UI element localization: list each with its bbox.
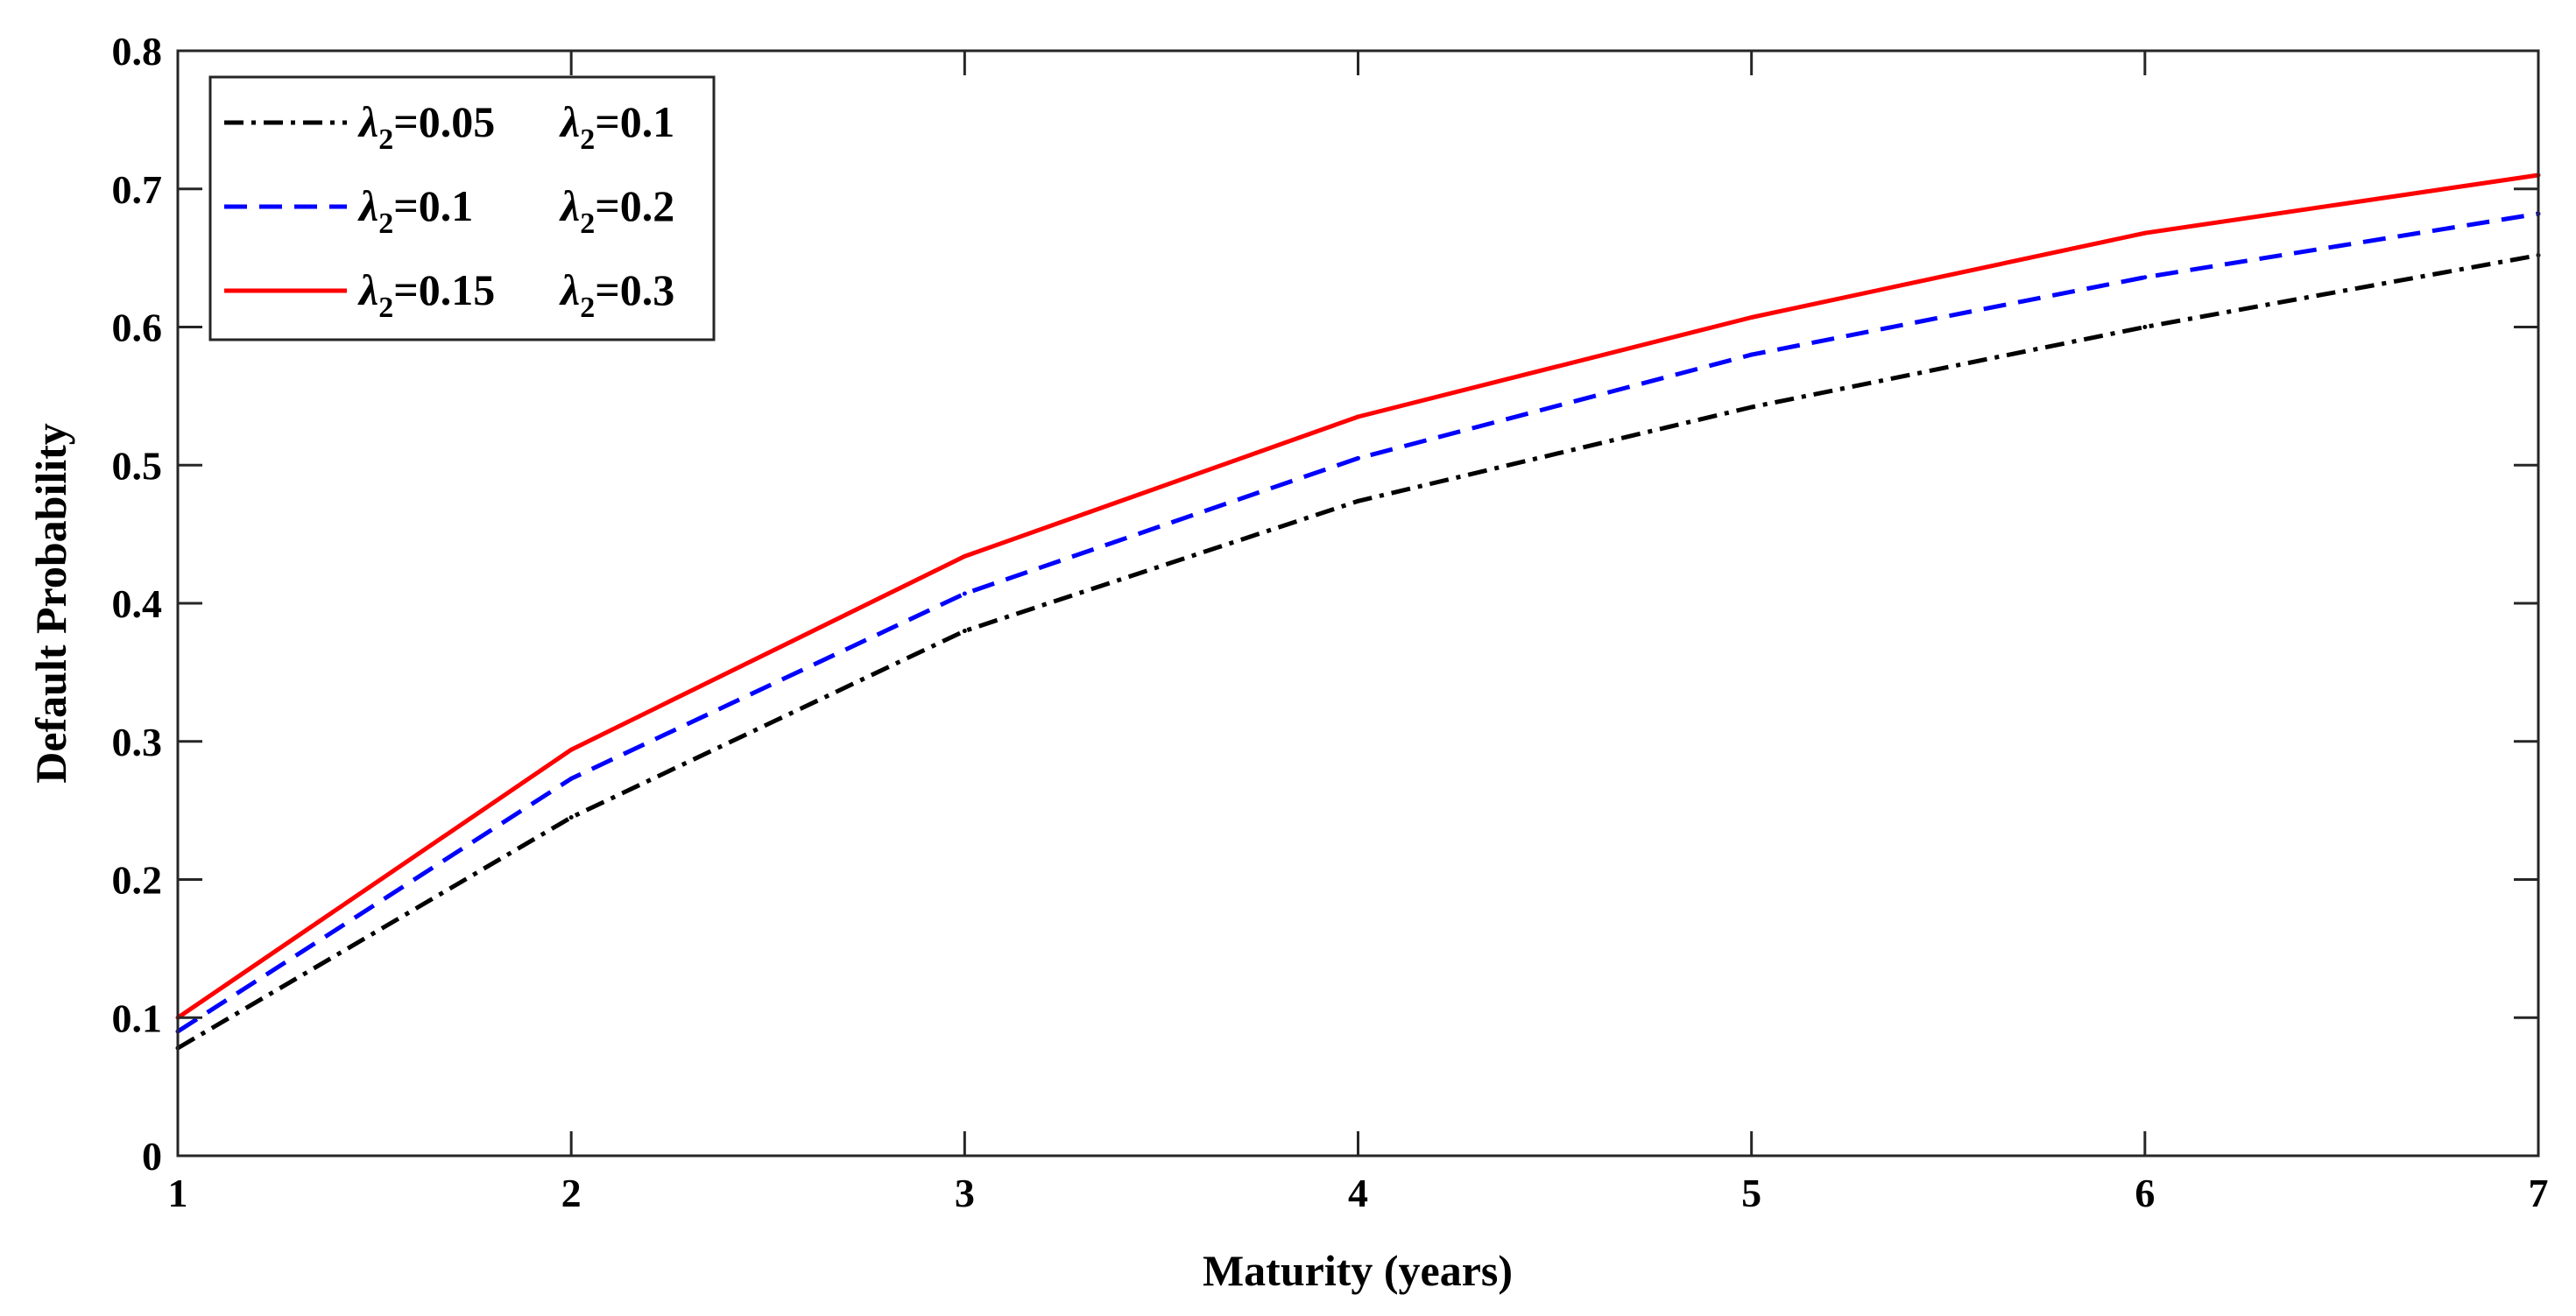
x-tick-label: 7	[2529, 1171, 2549, 1215]
y-tick-label: 0.7	[112, 167, 163, 212]
series-1-point	[1749, 405, 1754, 410]
ticks-layer: 1 2 3 4 5 6 7 0 0.1 0.2 0.3 0.4 0.5 0.6 0.7 0.8	[112, 29, 2549, 1215]
y-tick-label: 0.1	[112, 996, 163, 1040]
y-tick-label: 0.5	[112, 443, 163, 488]
legend: λ2=0.05 λ2=0.1 λ2=0.1 λ2=0.2 λ2=0.15 λ2=0.3	[208, 75, 716, 341]
x-axis-title: Maturity (years)	[1203, 1246, 1513, 1295]
y-tick-label: 0.6	[112, 306, 163, 350]
y-tick-label: 0.8	[112, 29, 163, 74]
series-2-point	[1749, 352, 1754, 357]
series-2-point	[568, 776, 574, 781]
legend-entry-3: λ2=0.15 λ2=0.3	[357, 265, 674, 324]
legend-entry-2: λ2=0.1 λ2=0.2	[357, 181, 674, 240]
series-2-point	[962, 591, 967, 596]
x-tick-label: 3	[955, 1171, 975, 1215]
legend-entry-1: λ2=0.05 λ2=0.1	[357, 97, 674, 156]
series-1-point	[1356, 498, 1360, 503]
series-3-point	[568, 747, 574, 752]
series-2-point	[1356, 455, 1360, 461]
y-tick-label: 0.4	[112, 581, 163, 626]
x-tick-label: 1	[168, 1171, 188, 1215]
x-tick-label: 6	[2135, 1171, 2155, 1215]
series-3-point	[962, 553, 967, 559]
series-2-point	[2142, 275, 2148, 280]
y-tick-label: 0.2	[112, 858, 163, 903]
series-1-point	[568, 815, 574, 820]
series-3-point	[2142, 230, 2148, 236]
x-tick-label: 4	[1348, 1171, 1368, 1215]
y-tick-label: 0	[142, 1134, 162, 1179]
y-axis-title: Default Probability	[26, 423, 75, 784]
x-tick-label: 5	[1741, 1171, 1761, 1215]
series-3-point	[1749, 314, 1754, 320]
series-3-point	[1356, 414, 1360, 419]
y-tick-label: 0.3	[112, 720, 163, 764]
series-1-point	[962, 629, 967, 634]
series-1-point	[2142, 325, 2148, 329]
x-tick-label: 2	[561, 1171, 582, 1215]
